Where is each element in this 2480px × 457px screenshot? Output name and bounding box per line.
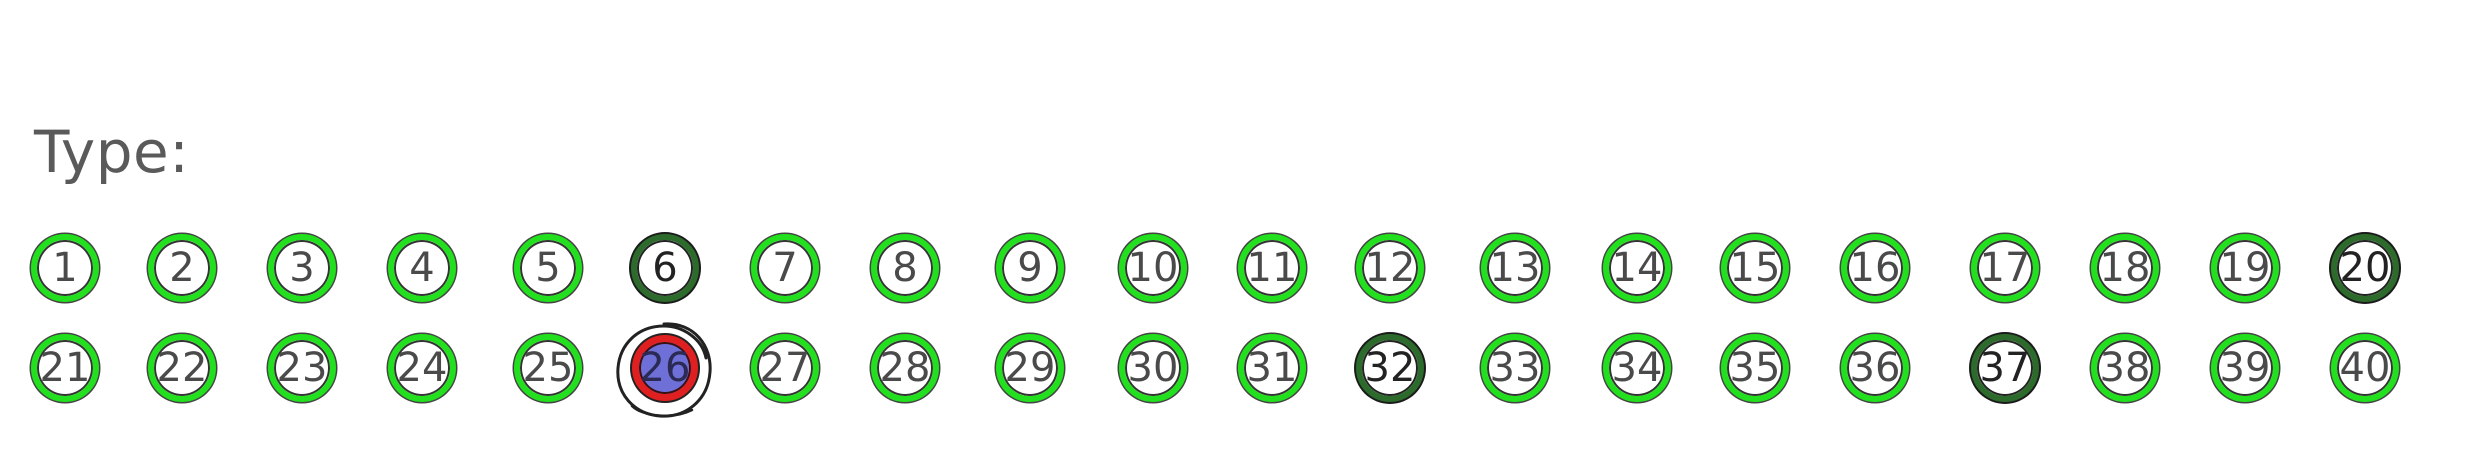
type-option-9[interactable]: 9 <box>996 234 1064 302</box>
type-option-number: 3 <box>289 245 315 291</box>
type-option-40[interactable]: 40 <box>2331 334 2399 402</box>
type-option-number: 38 <box>2099 345 2151 391</box>
type-option-number: 37 <box>1979 345 2031 391</box>
type-option-number: 12 <box>1364 245 1416 291</box>
type-option-number: 9 <box>1017 245 1043 291</box>
type-option-number: 26 <box>639 345 691 391</box>
type-option-37[interactable]: 37 <box>1971 334 2039 402</box>
type-option-number: 13 <box>1489 245 1541 291</box>
type-option-11[interactable]: 11 <box>1238 234 1306 302</box>
type-option-14[interactable]: 14 <box>1603 234 1671 302</box>
type-option-12[interactable]: 12 <box>1356 234 1424 302</box>
type-option-25[interactable]: 25 <box>514 334 582 402</box>
type-option-number: 8 <box>892 245 918 291</box>
type-option-number: 30 <box>1127 345 1179 391</box>
type-option-10[interactable]: 10 <box>1119 234 1187 302</box>
type-option-number: 25 <box>522 345 574 391</box>
type-option-7[interactable]: 7 <box>751 234 819 302</box>
type-option-number: 28 <box>879 345 931 391</box>
type-option-number: 19 <box>2219 245 2271 291</box>
type-option-number: 22 <box>156 345 208 391</box>
type-option-number: 36 <box>1849 345 1901 391</box>
type-option-number: 31 <box>1246 345 1298 391</box>
type-option-15[interactable]: 15 <box>1721 234 1789 302</box>
type-option-number: 27 <box>759 345 811 391</box>
type-label: Type: <box>34 118 190 186</box>
type-option-6[interactable]: 6 <box>631 234 699 302</box>
type-option-number: 1 <box>52 245 78 291</box>
type-option-number: 29 <box>1004 345 1056 391</box>
type-option-number: 14 <box>1611 245 1663 291</box>
type-option-number: 6 <box>652 245 678 291</box>
type-option-2[interactable]: 2 <box>148 234 216 302</box>
type-option-36[interactable]: 36 <box>1841 334 1909 402</box>
type-option-27[interactable]: 27 <box>751 334 819 402</box>
type-option-number: 20 <box>2339 245 2391 291</box>
type-option-21[interactable]: 21 <box>31 334 99 402</box>
type-option-29[interactable]: 29 <box>996 334 1064 402</box>
type-option-number: 15 <box>1729 245 1781 291</box>
type-option-number: 24 <box>396 345 448 391</box>
type-option-34[interactable]: 34 <box>1603 334 1671 402</box>
type-option-number: 23 <box>276 345 328 391</box>
type-option-5[interactable]: 5 <box>514 234 582 302</box>
type-option-number: 33 <box>1489 345 1541 391</box>
type-option-30[interactable]: 30 <box>1119 334 1187 402</box>
type-option-19[interactable]: 19 <box>2211 234 2279 302</box>
type-option-3[interactable]: 3 <box>268 234 336 302</box>
type-option-number: 40 <box>2339 345 2391 391</box>
type-option-number: 21 <box>39 345 91 391</box>
type-option-number: 35 <box>1729 345 1781 391</box>
type-option-35[interactable]: 35 <box>1721 334 1789 402</box>
type-option-22[interactable]: 22 <box>148 334 216 402</box>
type-option-17[interactable]: 17 <box>1971 234 2039 302</box>
type-option-23[interactable]: 23 <box>268 334 336 402</box>
type-option-number: 11 <box>1246 245 1298 291</box>
type-option-20[interactable]: 20 <box>2331 234 2399 302</box>
type-option-number: 18 <box>2099 245 2151 291</box>
type-option-28[interactable]: 28 <box>871 334 939 402</box>
type-option-number: 4 <box>409 245 435 291</box>
type-option-24[interactable]: 24 <box>388 334 456 402</box>
type-option-4[interactable]: 4 <box>388 234 456 302</box>
type-option-26[interactable]: 26 <box>632 335 698 401</box>
type-option-number: 16 <box>1849 245 1901 291</box>
type-option-39[interactable]: 39 <box>2211 334 2279 402</box>
type-option-number: 10 <box>1127 245 1179 291</box>
type-option-8[interactable]: 8 <box>871 234 939 302</box>
type-option-18[interactable]: 18 <box>2091 234 2159 302</box>
type-option-number: 32 <box>1364 345 1416 391</box>
type-option-number: 34 <box>1611 345 1663 391</box>
type-option-number: 2 <box>169 245 195 291</box>
type-option-number: 5 <box>535 245 561 291</box>
type-option-32[interactable]: 32 <box>1356 334 1424 402</box>
type-option-31[interactable]: 31 <box>1238 334 1306 402</box>
type-option-38[interactable]: 38 <box>2091 334 2159 402</box>
type-option-33[interactable]: 33 <box>1481 334 1549 402</box>
type-option-number: 7 <box>772 245 798 291</box>
type-option-1[interactable]: 1 <box>31 234 99 302</box>
type-option-16[interactable]: 16 <box>1841 234 1909 302</box>
type-option-number: 17 <box>1979 245 2031 291</box>
type-option-number: 39 <box>2219 345 2271 391</box>
type-option-13[interactable]: 13 <box>1481 234 1549 302</box>
